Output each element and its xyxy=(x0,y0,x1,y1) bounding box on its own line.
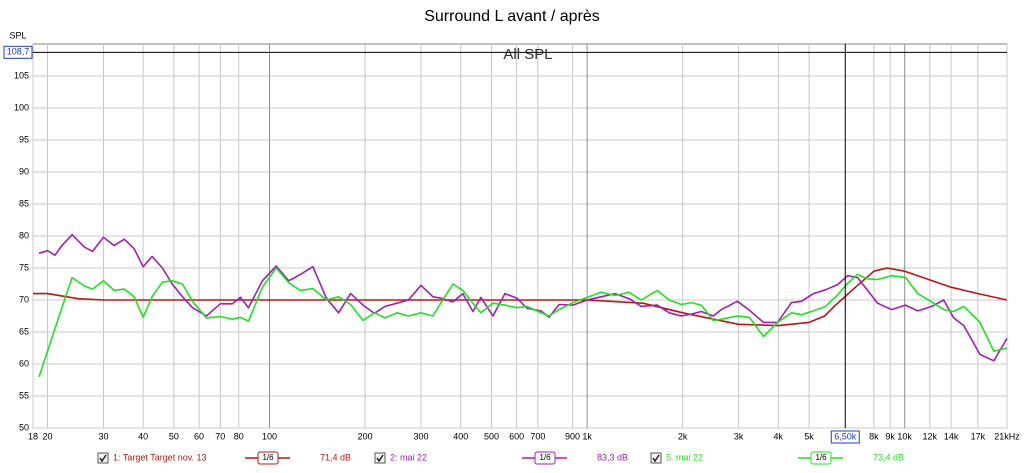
cursor-label-box xyxy=(830,430,860,444)
x-tick-label: 700 xyxy=(530,431,545,441)
x-tick-label: 200 xyxy=(358,431,373,441)
x-tick-label: 300 xyxy=(414,431,429,441)
series-line xyxy=(38,233,1008,362)
x-tick-label: 400 xyxy=(453,431,468,441)
y-axis-label: SPL xyxy=(9,30,26,40)
x-tick-label: 2k xyxy=(678,431,688,441)
y-tick-label: 55 xyxy=(19,390,29,400)
legend-checkmark xyxy=(376,454,384,463)
legend-level: 71,4 dB xyxy=(320,452,351,462)
x-tick-label: 17k xyxy=(971,431,986,441)
annotation: All SPL xyxy=(503,46,552,63)
y-tick-label: 50 xyxy=(19,422,29,432)
x-tick-label: 8k xyxy=(869,431,879,441)
x-tick-label: 4k xyxy=(774,431,784,441)
legend-checkmark xyxy=(652,454,660,463)
x-tick-label: 100 xyxy=(262,431,277,441)
x-tick-label: 5k xyxy=(804,431,814,441)
x-tick-label: 21kHz xyxy=(994,431,1020,441)
legend-smoothing: 1/6 xyxy=(262,453,274,462)
y-tick-label: 75 xyxy=(19,262,29,272)
y-tick-label: 85 xyxy=(19,198,29,208)
x-tick-label: 900 xyxy=(565,431,580,441)
x-tick-label: 80 xyxy=(234,431,244,441)
y-tick-label: 100 xyxy=(14,102,29,112)
x-tick-label: 500 xyxy=(484,431,499,441)
legend-checkmark xyxy=(99,454,107,463)
x-tick-label: 18 xyxy=(28,431,38,441)
legend-smoothing-box xyxy=(257,451,279,465)
series-line xyxy=(33,267,1008,327)
legend-smoothing: 1/6 xyxy=(815,453,827,462)
x-tick-label: 9k xyxy=(885,431,895,441)
cursor-label: 108,7 xyxy=(7,47,30,57)
y-tick-label: 95 xyxy=(19,134,29,144)
chart-title: Surround L avant / après xyxy=(424,8,600,25)
x-tick-label: 14k xyxy=(944,431,959,441)
x-tick-label: 20 xyxy=(43,431,53,441)
y-tick-label: 65 xyxy=(19,326,29,336)
x-tick-label: 50 xyxy=(169,431,179,441)
y-tick-label: 105 xyxy=(14,70,29,80)
cursor-label: 6,50k xyxy=(834,431,857,441)
legend-checkbox[interactable] xyxy=(650,452,662,464)
x-tick-label: 30 xyxy=(98,431,108,441)
x-tick-label: 1k xyxy=(582,431,592,441)
legend-label: 5. mai 22 xyxy=(666,452,703,462)
x-tick-label: 3k xyxy=(734,431,744,441)
y-tick-label: 70 xyxy=(19,294,29,304)
legend-level: 73,4 dB xyxy=(873,452,904,462)
x-tick-label: 70 xyxy=(215,431,225,441)
legend-label: 2: mai 22 xyxy=(390,452,427,462)
x-tick-label: 40 xyxy=(138,431,148,441)
legend-level: 83,3 dB xyxy=(597,452,628,462)
series-line xyxy=(38,267,1008,378)
y-tick-label: 90 xyxy=(19,166,29,176)
legend-checkbox[interactable] xyxy=(374,452,386,464)
x-tick-label: 60 xyxy=(194,431,204,441)
y-tick-label: 60 xyxy=(19,358,29,368)
cursor-label-box xyxy=(3,45,33,59)
y-tick-label: 80 xyxy=(19,230,29,240)
legend-smoothing: 1/6 xyxy=(539,453,551,462)
x-tick-label: 10k xyxy=(897,431,912,441)
legend-label: 1: Target Target nov. 13 xyxy=(113,452,207,462)
legend-smoothing-box xyxy=(810,451,832,465)
x-tick-label: 12k xyxy=(923,431,938,441)
x-tick-label: 600 xyxy=(509,431,524,441)
legend-checkbox[interactable] xyxy=(97,452,109,464)
legend-smoothing-box xyxy=(534,451,556,465)
